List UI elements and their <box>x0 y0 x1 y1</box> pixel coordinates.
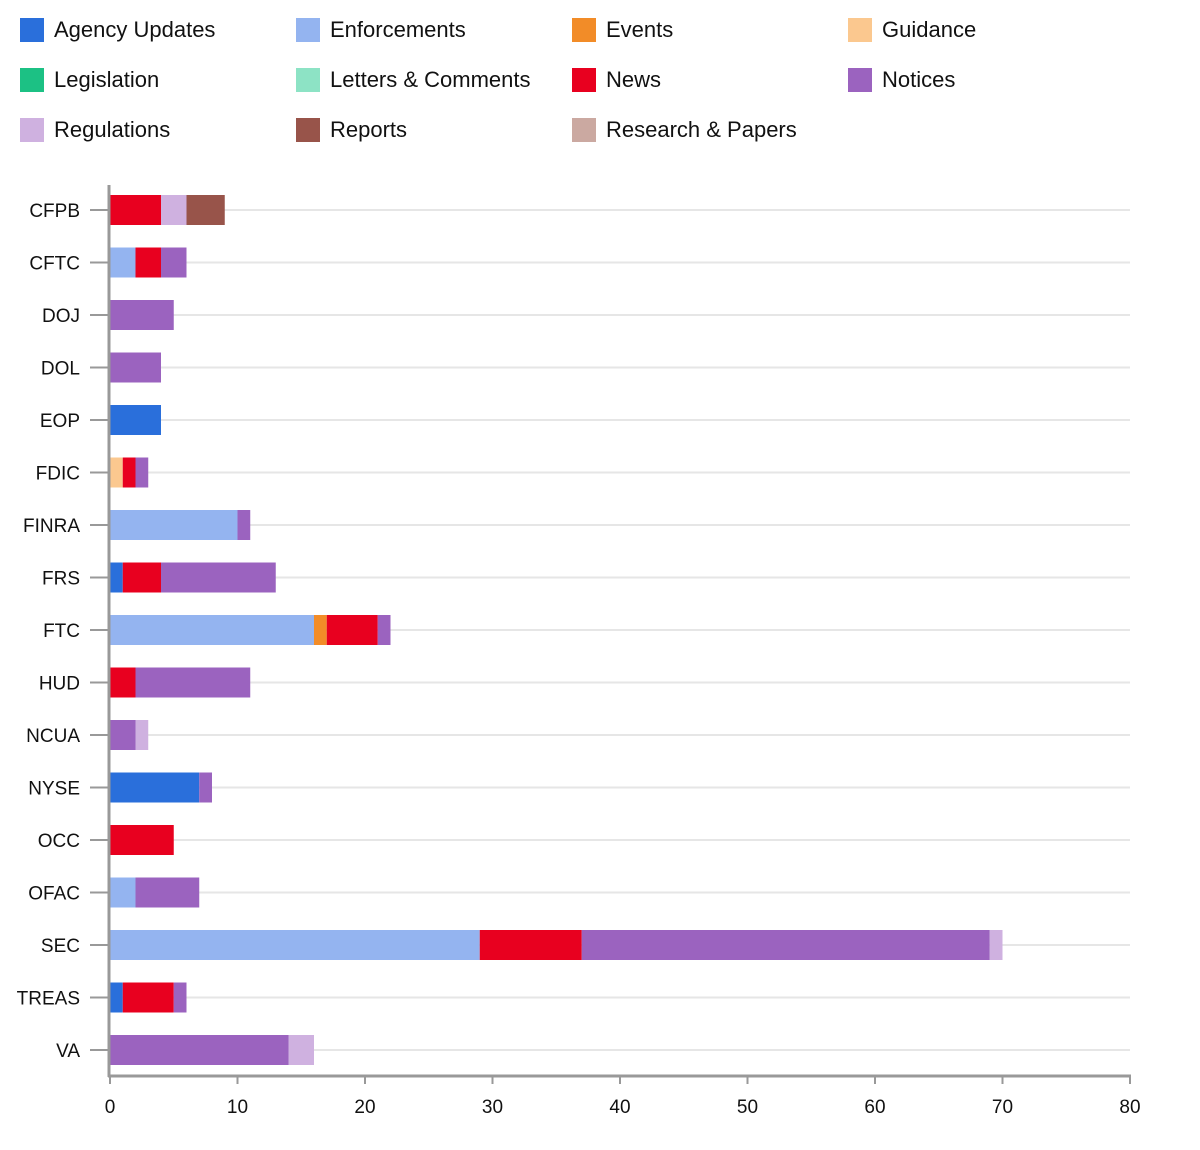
legend-item[interactable]: Reports <box>296 117 407 143</box>
bar-segment-enforcements <box>110 877 136 908</box>
legend-item[interactable]: Notices <box>848 67 955 93</box>
x-tick-label: 0 <box>105 1097 116 1118</box>
bar-segment-regulations <box>989 930 1003 960</box>
bar-segment-notices <box>161 247 187 278</box>
legend-label: Regulations <box>54 117 171 142</box>
bar-segment-news <box>110 825 174 855</box>
legend-item[interactable]: Events <box>572 17 673 43</box>
legend-item[interactable]: Legislation <box>20 67 159 93</box>
bar-segment-reports <box>186 195 225 225</box>
bar-segment-notices <box>110 1035 289 1065</box>
legend-swatch <box>572 118 596 142</box>
bar-segment-news <box>110 195 161 225</box>
legend-swatch <box>20 18 44 42</box>
y-tick-label: VA <box>56 1041 80 1062</box>
legend-label: Notices <box>882 67 956 92</box>
y-tick-label: NYSE <box>28 779 80 800</box>
legend-label: Events <box>606 17 674 42</box>
legend-item[interactable]: Agency Updates <box>20 17 215 43</box>
bar-segment-news <box>122 562 161 593</box>
bar-segment-notices <box>161 562 276 593</box>
legend-swatch <box>296 68 320 92</box>
bar-segment-news <box>326 615 378 645</box>
x-tick-label: 40 <box>609 1097 630 1118</box>
legend-label: News <box>606 67 662 92</box>
bar-segment-events <box>314 615 327 645</box>
y-tick-label: CFPB <box>29 201 80 222</box>
bar-segment-news <box>135 247 161 278</box>
y-tick-label: OFAC <box>28 884 80 905</box>
legend-item[interactable]: News <box>572 67 661 93</box>
x-tick-label: 70 <box>992 1097 1013 1118</box>
bar-segment-notices <box>377 615 391 645</box>
bar-segment-guidance <box>110 457 123 488</box>
legend-label: Enforcements <box>330 17 466 42</box>
bar-segment-regulations <box>135 720 149 750</box>
legend-label: Agency Updates <box>54 17 216 42</box>
y-tick-label: FRS <box>42 569 80 590</box>
bar-segment-notices <box>135 457 149 488</box>
bar-segment-notices <box>237 510 251 540</box>
legend-label: Letters & Comments <box>330 67 531 92</box>
bar-segment-enforcements <box>110 615 314 645</box>
bar-segment-notices <box>135 877 200 908</box>
bar-segment-news <box>110 667 136 698</box>
y-tick-label: CFTC <box>29 254 80 275</box>
x-tick-label: 50 <box>737 1097 758 1118</box>
legend-item[interactable]: Research & Papers <box>572 117 797 143</box>
legend-item[interactable]: Letters & Comments <box>296 67 531 93</box>
bar-segment-notices <box>110 720 136 750</box>
bar-segment-enforcements <box>110 247 136 278</box>
bar-segment-notices <box>110 352 161 383</box>
bar-segment-agency-updates <box>110 772 200 803</box>
bar-segment-enforcements <box>110 930 480 960</box>
x-tick-label: 30 <box>482 1097 503 1118</box>
legend-swatch <box>296 18 320 42</box>
y-tick-label: FDIC <box>36 464 80 485</box>
bar-segment-agency-updates <box>110 982 123 1013</box>
x-tick-label: 60 <box>864 1097 885 1118</box>
bar-segment-agency-updates <box>110 562 123 593</box>
y-tick-label: FINRA <box>23 516 80 537</box>
bar-segment-news <box>122 457 136 488</box>
y-tick-label: HUD <box>39 674 80 695</box>
legend-item[interactable]: Guidance <box>848 17 976 43</box>
legend-swatch <box>572 18 596 42</box>
legend-label: Reports <box>330 117 408 142</box>
bar-segment-notices <box>173 982 187 1013</box>
x-tick-label: 80 <box>1119 1097 1140 1118</box>
legend-swatch <box>20 68 44 92</box>
y-tick-label: DOL <box>41 359 80 380</box>
legend-swatch <box>20 118 44 142</box>
x-tick-label: 10 <box>227 1097 248 1118</box>
legend-item[interactable]: Enforcements <box>296 17 466 43</box>
bar-segment-agency-updates <box>110 405 161 435</box>
y-tick-label: EOP <box>40 411 80 432</box>
bar-segment-notices <box>581 930 990 960</box>
y-tick-label: FTC <box>43 621 80 642</box>
x-tick-label: 20 <box>354 1097 375 1118</box>
bar-segment-regulations <box>161 195 187 225</box>
legend-item[interactable]: Regulations <box>20 117 170 143</box>
y-tick-label: OCC <box>38 831 80 852</box>
legend-swatch <box>848 18 872 42</box>
y-tick-label: TREAS <box>17 989 80 1010</box>
bar-segment-regulations <box>288 1035 314 1065</box>
y-tick-label: DOJ <box>42 306 80 327</box>
legend-swatch <box>848 68 872 92</box>
bar-segment-notices <box>110 300 174 330</box>
legend-label: Research & Papers <box>606 117 797 142</box>
y-tick-label: SEC <box>41 936 80 957</box>
y-tick-label: NCUA <box>26 726 80 747</box>
bar-segment-news <box>479 930 582 960</box>
legend-label: Legislation <box>54 67 160 92</box>
bar-segment-notices <box>135 667 251 698</box>
bar-segment-notices <box>199 772 212 803</box>
legend-label: Guidance <box>882 17 977 42</box>
bar-segment-enforcements <box>110 510 238 540</box>
legend-swatch <box>572 68 596 92</box>
bar-segment-news <box>122 982 174 1013</box>
legend-swatch <box>296 118 320 142</box>
